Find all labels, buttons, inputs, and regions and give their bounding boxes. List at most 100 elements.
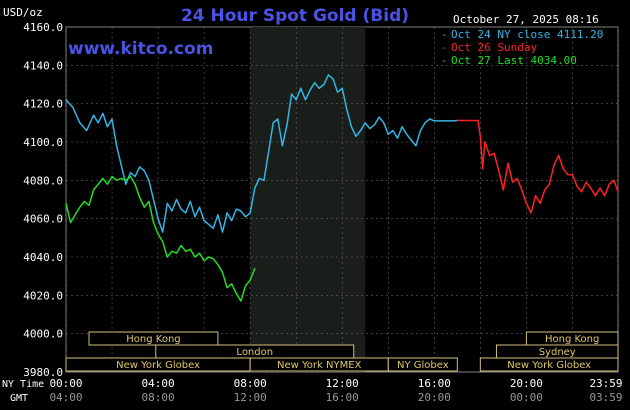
series-point [129, 172, 132, 174]
series-point [106, 126, 108, 128]
series-point [166, 256, 168, 258]
session-label: NY Globex [397, 360, 449, 371]
x-tick-ny: 20:00 [510, 377, 543, 390]
series-point [152, 221, 155, 224]
series-point [415, 145, 417, 147]
series-point [143, 170, 145, 172]
series-point [102, 112, 104, 114]
x-tick-gmt: 12:00 [234, 391, 267, 404]
x-tick-ny: 08:00 [234, 377, 267, 390]
series-point [291, 93, 293, 95]
series-point [194, 256, 196, 258]
series-point [295, 99, 297, 101]
series-point [493, 152, 495, 155]
legend-entry: Oct 27 Last 4034.00 [451, 54, 577, 67]
series-point [97, 183, 99, 185]
series-point [148, 179, 150, 181]
series-point [442, 120, 445, 122]
series-line-1 [457, 119, 619, 214]
series-point [125, 183, 127, 185]
chart-timestamp: October 27, 2025 08:16 [453, 13, 599, 26]
series-point [166, 202, 168, 204]
series-point [198, 252, 201, 254]
series-point [604, 195, 606, 197]
series-point [309, 89, 311, 91]
session-box: New York Globex [65, 357, 251, 372]
series-point [111, 118, 113, 120]
series-point [72, 106, 74, 109]
series-point [456, 119, 458, 122]
x-tick-ny: 23:59 [589, 377, 622, 390]
plot-area [65, 26, 619, 373]
series-point [314, 82, 316, 84]
series-point [617, 191, 619, 193]
series-point [482, 168, 484, 170]
series-point [185, 212, 187, 214]
series-point [148, 200, 150, 202]
x-tick-ny: 12:00 [326, 377, 359, 390]
session-label: Sydney [539, 347, 576, 358]
series-point [281, 145, 283, 147]
series-point [438, 120, 440, 122]
series-point [571, 174, 574, 176]
series-point [97, 122, 99, 124]
series-point [258, 177, 260, 179]
series-point [221, 271, 224, 273]
x-tick-ny: 04:00 [142, 377, 175, 390]
series-point [539, 202, 541, 204]
series-point [608, 183, 610, 185]
series-point [162, 231, 164, 233]
series-point [134, 183, 136, 185]
y-tick-label: 4080.0 [23, 174, 63, 187]
series-point [235, 292, 237, 294]
y-tick-label: 4040.0 [23, 251, 63, 264]
series-point [189, 248, 191, 250]
y-tick-label: 4160.0 [23, 21, 63, 34]
session-box: NY Globex [387, 357, 458, 372]
series-point [544, 189, 546, 191]
series-point [558, 154, 560, 156]
series-point [387, 133, 389, 135]
gmt-row-label: GMT [10, 393, 28, 404]
x-tick-gmt: 04:00 [49, 391, 82, 404]
series-point [498, 170, 500, 172]
y-axis: 4160.0 4140.0 4120.0 4100.0 4080.0 4060.0 4040… [23, 21, 63, 379]
series-point [226, 212, 228, 214]
series-point [83, 200, 85, 202]
session-label: Hong Kong [545, 334, 599, 345]
series-point [360, 129, 362, 132]
series-point [590, 187, 592, 189]
series-point [86, 129, 88, 132]
series-point [88, 204, 90, 206]
series-point [323, 83, 325, 86]
series-point [212, 258, 214, 260]
series-point [194, 216, 196, 218]
series-point [134, 175, 136, 178]
y-tick-label: 4020.0 [23, 289, 63, 302]
series-point [70, 221, 72, 224]
session-box: New York Globex [479, 357, 619, 372]
series-point [208, 256, 210, 258]
series-point [129, 175, 132, 178]
series-point [507, 162, 509, 164]
series-point [208, 223, 210, 225]
x-tick-gmt: 20:00 [418, 391, 451, 404]
x-tick-ny: 16:00 [418, 377, 451, 390]
series-point [286, 124, 288, 126]
y-axis-unit: USD/oz [3, 6, 43, 19]
y-tick-label: 4100.0 [23, 136, 63, 149]
x-tick-ny: 00:00 [49, 377, 82, 390]
series-point [249, 212, 251, 214]
series-point [180, 244, 182, 247]
series-point [226, 287, 228, 289]
series-point [581, 191, 583, 193]
series-point [277, 118, 279, 120]
series-point [120, 177, 122, 179]
series-point [175, 252, 178, 254]
series-point [217, 264, 219, 266]
series-point [489, 154, 491, 156]
series-point [396, 137, 399, 139]
series-point [419, 129, 422, 132]
series-point [327, 74, 329, 76]
